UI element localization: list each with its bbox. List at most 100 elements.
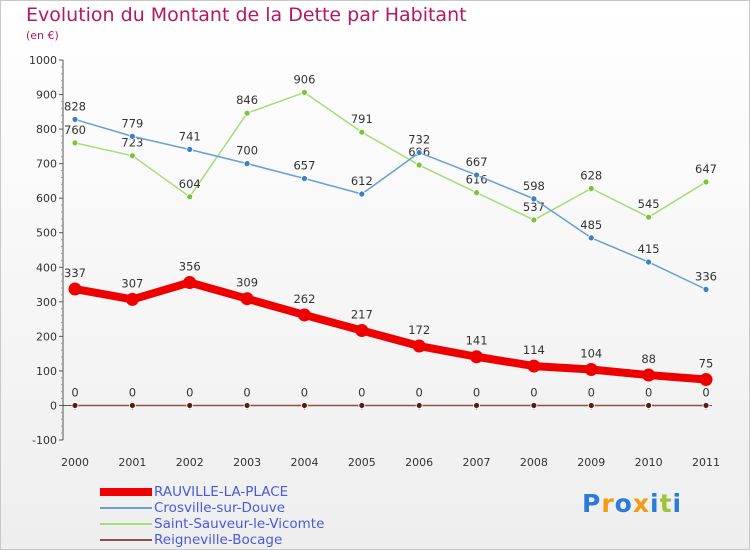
logo-letter: o — [614, 489, 633, 518]
x-tick-label: 2007 — [463, 456, 491, 469]
legend-label: RAUVILLE-LA-PLACE — [154, 484, 289, 500]
data-label: 732 — [408, 133, 430, 147]
data-label: 0 — [71, 385, 78, 399]
data-label: 545 — [638, 197, 660, 211]
legend-label: Reigneville-Bocage — [154, 532, 283, 548]
data-point — [412, 339, 426, 353]
data-point — [358, 190, 366, 198]
data-point — [645, 213, 653, 221]
data-label: 906 — [293, 72, 315, 86]
data-point — [473, 189, 480, 197]
data-point — [587, 185, 595, 192]
y-tick-label: 400 — [36, 261, 57, 274]
data-point — [128, 132, 136, 140]
data-point — [470, 350, 484, 364]
data-point — [301, 402, 308, 409]
data-label: 760 — [64, 123, 86, 137]
data-point — [71, 402, 79, 409]
data-label: 723 — [121, 136, 143, 150]
data-point — [587, 234, 595, 242]
logo-letter: r — [601, 489, 615, 518]
data-point — [243, 402, 251, 409]
data-point — [584, 363, 598, 377]
data-point — [186, 146, 194, 153]
data-label: 700 — [236, 144, 258, 158]
data-point — [128, 152, 136, 160]
y-tick-label: 500 — [36, 227, 57, 240]
data-label: 0 — [530, 385, 537, 399]
data-point — [530, 402, 538, 409]
y-tick-label: 200 — [36, 330, 57, 343]
y-tick-label: 1000 — [29, 54, 57, 67]
logo-letter: P — [582, 489, 602, 518]
data-label: 616 — [466, 173, 488, 187]
x-tick-label: 2004 — [290, 456, 318, 469]
data-point — [71, 139, 79, 147]
data-label: 104 — [580, 347, 602, 361]
data-point — [473, 171, 480, 179]
y-tick-label: 800 — [36, 123, 57, 136]
x-tick-label: 2002 — [176, 456, 204, 469]
data-point — [527, 359, 541, 373]
y-tick-label: 600 — [36, 192, 57, 205]
data-label: 657 — [293, 158, 315, 172]
chart-unit-label: (en €) — [26, 29, 59, 42]
data-label: 262 — [293, 292, 315, 306]
data-point — [587, 402, 595, 409]
series-line — [74, 278, 707, 384]
data-point — [645, 402, 653, 409]
data-point — [297, 308, 311, 322]
data-label: 415 — [638, 242, 660, 256]
data-point — [473, 402, 480, 409]
data-point — [358, 402, 366, 409]
data-point — [243, 109, 251, 117]
data-point — [125, 292, 139, 306]
data-point — [530, 216, 538, 224]
data-point — [702, 285, 710, 293]
data-point — [702, 402, 710, 409]
data-point — [68, 282, 82, 296]
data-point — [355, 323, 369, 337]
y-tick-label: 100 — [36, 365, 57, 378]
data-point — [699, 373, 713, 387]
data-label: 628 — [580, 169, 602, 183]
x-tick-label: 2003 — [233, 456, 261, 469]
y-tick-label: -100 — [32, 434, 57, 447]
proxiti-logo: Proxiti — [582, 489, 682, 518]
data-point — [128, 402, 136, 409]
data-label: 114 — [523, 343, 545, 357]
data-label: 0 — [358, 385, 365, 399]
data-label: 485 — [580, 218, 602, 232]
data-label: 88 — [641, 352, 656, 366]
y-tick-label: 700 — [36, 158, 57, 171]
legend-swatch — [100, 507, 152, 509]
data-point — [301, 89, 308, 96]
data-label: 647 — [695, 162, 717, 176]
data-label: 0 — [243, 385, 250, 399]
data-label: 217 — [351, 307, 373, 321]
data-label: 741 — [179, 129, 201, 143]
data-point — [530, 195, 538, 203]
data-point — [240, 292, 254, 306]
legend-swatch — [100, 523, 152, 525]
data-label: 356 — [179, 259, 201, 273]
y-tick-label: 300 — [36, 296, 57, 309]
data-label: 828 — [64, 99, 86, 113]
logo-letter: t — [659, 489, 673, 518]
data-label: 0 — [129, 385, 136, 399]
x-tick-label: 2000 — [61, 456, 89, 469]
x-tick-label: 2006 — [405, 456, 433, 469]
data-label: 846 — [236, 93, 258, 107]
legend-swatch — [100, 539, 152, 541]
data-label: 172 — [408, 323, 430, 337]
x-tick-label: 2005 — [348, 456, 376, 469]
data-label: 779 — [121, 116, 143, 130]
data-label: 0 — [588, 385, 595, 399]
data-point — [415, 149, 423, 156]
data-point — [702, 178, 710, 186]
data-point — [186, 402, 194, 409]
legend-swatch — [100, 488, 152, 496]
data-label: 0 — [702, 385, 709, 399]
